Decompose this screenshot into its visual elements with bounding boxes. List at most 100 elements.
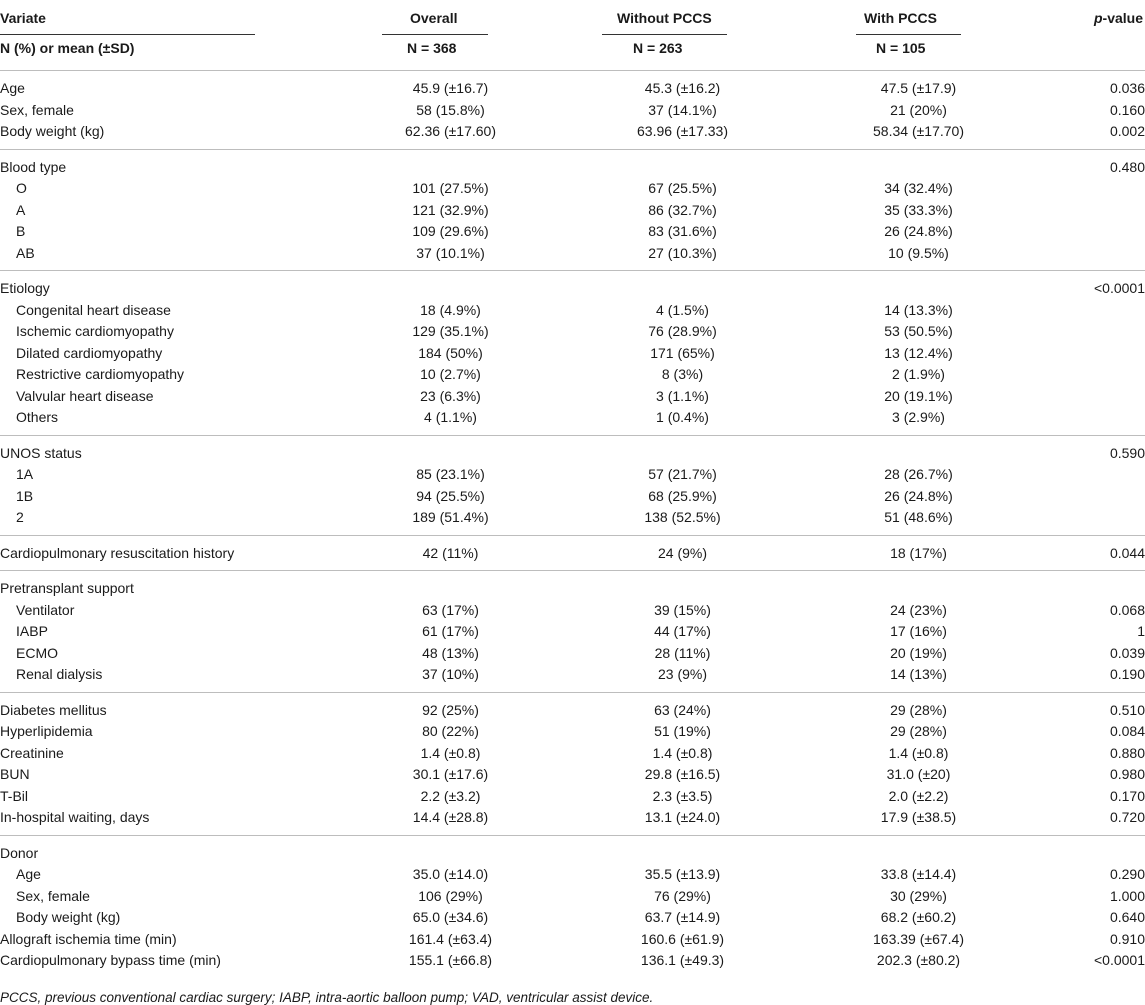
cell-overall: 18 (4.9%) — [420, 301, 481, 318]
table-row: Sex, female 58 (15.8%) 37 (14.1%) 21 (20%) 0… — [0, 100, 1145, 122]
row-label: A — [16, 201, 26, 218]
cell-with-pccs: 18 (17%) — [890, 544, 947, 561]
cell-without-pccs: 67 (25.5%) — [648, 180, 717, 196]
cell-without-pccs: 83 (31.6%) — [648, 223, 717, 239]
row-label: ECMO — [16, 644, 58, 661]
group-divider — [0, 534, 1145, 536]
row-label: Ischemic cardiomyopathy — [16, 323, 174, 339]
group-divider — [0, 434, 1145, 436]
cell-p-value: 0.290 — [1109, 866, 1145, 882]
table-row: Others 4 (1.1%) 1 (0.4%) 3 (2.9%) — [0, 407, 1145, 429]
group-divider — [0, 570, 1145, 571]
cell-without-pccs: 1.4 (±0.8) — [652, 744, 713, 761]
header-n-without: N = 263 — [633, 40, 683, 56]
cell-p-value: 0.044 — [1109, 544, 1145, 561]
cell-overall: 30.1 (±17.6) — [412, 766, 489, 782]
row-label: O — [16, 180, 27, 196]
cell-overall: 45.9 (±16.7) — [412, 80, 489, 96]
cell-without-pccs: 37 (14.1%) — [648, 101, 717, 118]
cell-with-pccs: 47.5 (±17.9) — [880, 80, 957, 96]
row-label: Etiology — [0, 280, 50, 296]
cell-without-pccs: 23 (9%) — [657, 666, 708, 682]
cell-p-value — [1033, 386, 1145, 408]
row-group: Diabetes mellitus 92 (25%) 63 (24%) 29 (28%… — [0, 693, 1145, 835]
cell-overall: 189 (51.4%) — [412, 509, 489, 525]
row-label: Hyperlipidemia — [0, 723, 93, 739]
cell-without-pccs: 39 (15%) — [654, 601, 711, 618]
cell-p-value: 0.039 — [1109, 644, 1145, 661]
table-row: Renal dialysis 37 (10%) 23 (9%) 14 (13%) 0.1… — [0, 664, 1145, 686]
table-row: Age 35.0 (±14.0) 35.5 (±13.9) 33.8 (±14.4) 0… — [0, 864, 1145, 886]
cell-with-pccs: 14 (13.3%) — [884, 301, 953, 318]
cell-p-value: 0.170 — [1109, 787, 1145, 804]
table-row: Blood type 0.480 — [0, 157, 1145, 179]
table-row: Donor — [0, 843, 1145, 865]
cell-without-pccs: 4 (1.5%) — [656, 301, 709, 318]
cell-with-pccs: 17.9 (±38.5) — [880, 809, 957, 825]
cell-without-pccs — [561, 578, 804, 600]
cell-p-value — [1033, 321, 1145, 343]
cell-with-pccs: 53 (50.5%) — [884, 323, 953, 339]
row-label: Ventilator — [16, 601, 75, 618]
cell-overall: 61 (17%) — [422, 623, 479, 639]
row-group: UNOS status 0.590 1A 85 (23.1%) 57 (21.7%) 28… — [0, 436, 1145, 535]
cell-without-pccs: 68 (25.9%) — [648, 487, 717, 504]
table-row: Valvular heart disease 23 (6.3%) 3 (1.1%) 2… — [0, 386, 1145, 408]
cell-p-value: 0.910 — [1109, 930, 1145, 947]
cell-p-value: <0.0001 — [1094, 952, 1145, 968]
cell-without-pccs: 171 (65%) — [650, 344, 715, 361]
cell-overall — [340, 157, 561, 179]
group-divider — [0, 70, 1145, 71]
cell-without-pccs: 57 (21.7%) — [648, 466, 717, 482]
cell-overall: 58 (15.8%) — [416, 101, 485, 118]
header-rule-variate — [0, 34, 255, 35]
cell-without-pccs: 8 (3%) — [661, 366, 704, 382]
cell-with-pccs — [804, 443, 1033, 465]
cell-overall: 65.0 (±34.6) — [412, 909, 489, 925]
cell-p-value: 0.720 — [1109, 809, 1145, 825]
row-label: Dilated cardiomyopathy — [16, 344, 163, 361]
cell-without-pccs: 27 (10.3%) — [648, 244, 717, 261]
row-label: Pretransplant support — [0, 580, 134, 596]
table-row: Creatinine 1.4 (±0.8) 1.4 (±0.8) 1.4 (±0.8)… — [0, 743, 1145, 765]
cell-p-value — [1033, 343, 1145, 365]
table-row: BUN 30.1 (±17.6) 29.8 (±16.5) 31.0 (±20) 0.9… — [0, 764, 1145, 786]
row-label: Valvular heart disease — [16, 387, 154, 404]
cell-overall: 94 (25.5%) — [416, 487, 485, 504]
group-divider — [0, 691, 1145, 693]
row-label: Restrictive cardiomyopathy — [16, 366, 185, 382]
cell-overall: 161.4 (±63.4) — [408, 930, 493, 947]
table-header: Variate Overall Without PCCS With PCCS p… — [0, 0, 1145, 70]
cell-overall: 109 (29.6%) — [412, 223, 489, 239]
table-row: B 109 (29.6%) 83 (31.6%) 26 (24.8%) — [0, 221, 1145, 243]
cell-with-pccs — [804, 843, 1033, 865]
cell-p-value: 0.084 — [1109, 723, 1145, 739]
cell-without-pccs: 35.5 (±13.9) — [644, 866, 721, 882]
table-row: Cardiopulmonary bypass time (min) 155.1 (… — [0, 950, 1145, 972]
table-row: Allograft ischemia time (min) 161.4 (±63.… — [0, 929, 1145, 951]
table-body: Age 45.9 (±16.7) 45.3 (±16.2) 47.5 (±17.9) 0… — [0, 70, 1145, 978]
cell-p-value: 0.640 — [1109, 909, 1145, 925]
group-divider — [0, 148, 1145, 150]
row-group: Age 45.9 (±16.7) 45.3 (±16.2) 47.5 (±17.9) 0… — [0, 71, 1145, 149]
group-divider — [0, 834, 1145, 836]
row-label: T-Bil — [0, 787, 28, 804]
cell-without-pccs: 51 (19%) — [654, 723, 711, 739]
cell-overall: 1.4 (±0.8) — [420, 744, 481, 761]
cell-with-pccs: 2.0 (±2.2) — [888, 787, 949, 804]
cell-p-value: 0.480 — [1109, 158, 1145, 175]
cell-overall: 155.1 (±66.8) — [408, 952, 493, 968]
row-label: Cardiopulmonary resuscitation history — [0, 544, 235, 561]
row-label: Body weight (kg) — [16, 909, 121, 925]
cell-without-pccs: 136.1 (±49.3) — [640, 952, 725, 968]
cell-overall — [340, 278, 561, 300]
cell-with-pccs — [804, 578, 1033, 600]
cell-p-value — [1033, 364, 1145, 386]
cell-without-pccs: 138 (52.5%) — [644, 509, 721, 525]
cell-overall: 37 (10.1%) — [416, 244, 485, 261]
cell-with-pccs: 24 (23%) — [890, 601, 947, 618]
header-stat-label: N (%) or mean (±SD) — [0, 40, 135, 56]
table-row: Pretransplant support — [0, 578, 1145, 600]
table-row: 1A 85 (23.1%) 57 (21.7%) 28 (26.7%) — [0, 464, 1145, 486]
